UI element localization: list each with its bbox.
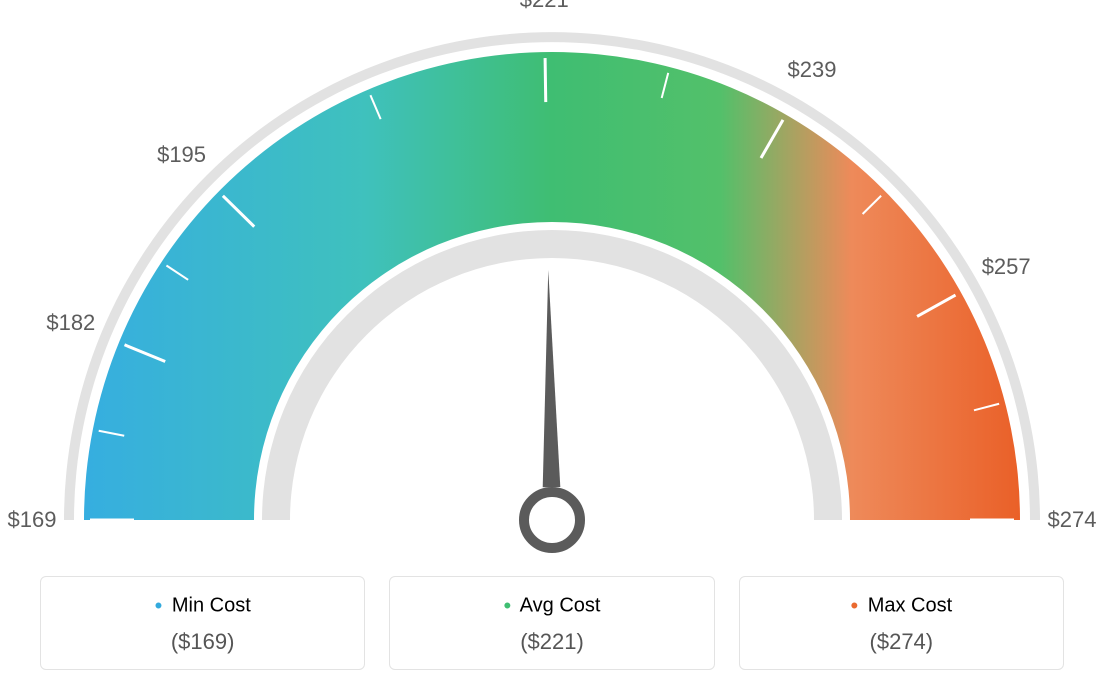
legend-title-min: • Min Cost: [51, 593, 354, 619]
legend-dot-avg: •: [504, 593, 512, 618]
gauge-tick-label: $195: [157, 142, 206, 168]
legend-value-max: ($274): [750, 629, 1053, 655]
legend-label-max: Max Cost: [868, 594, 952, 616]
legend-card-min: • Min Cost ($169): [40, 576, 365, 670]
gauge-tick-label: $239: [788, 57, 837, 83]
legend-card-avg: • Avg Cost ($221): [389, 576, 714, 670]
gauge-container: $169 $182 $195 $221 $239 $257 $274: [0, 0, 1104, 560]
gauge-tick-label: $274: [1048, 507, 1097, 533]
legend-title-max: • Max Cost: [750, 593, 1053, 619]
gauge-tick-label: $169: [8, 507, 57, 533]
legend-card-max: • Max Cost ($274): [739, 576, 1064, 670]
legend-label-avg: Avg Cost: [520, 594, 601, 616]
legend-value-min: ($169): [51, 629, 354, 655]
legend-title-avg: • Avg Cost: [400, 593, 703, 619]
legend-value-avg: ($221): [400, 629, 703, 655]
gauge-tick-label: $257: [982, 254, 1031, 280]
gauge-tick-label: $221: [520, 0, 569, 13]
legend-dot-min: •: [155, 593, 163, 618]
legend-label-min: Min Cost: [172, 594, 251, 616]
legend-row: • Min Cost ($169) • Avg Cost ($221) • Ma…: [40, 576, 1064, 670]
gauge-tick-label: $182: [46, 310, 95, 336]
gauge-svg: [0, 0, 1104, 560]
legend-dot-max: •: [850, 593, 858, 618]
